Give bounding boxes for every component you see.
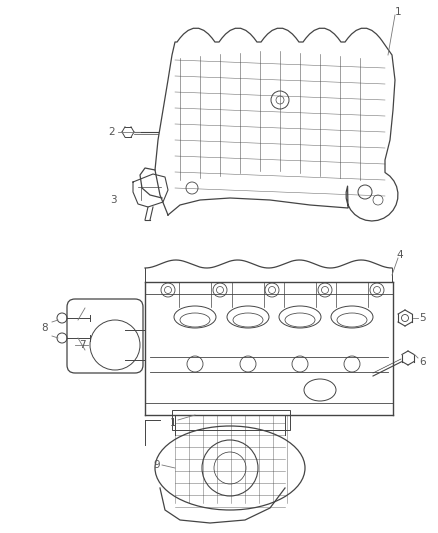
Text: 7: 7 [79, 340, 85, 350]
Text: 5: 5 [420, 313, 426, 323]
Text: 8: 8 [42, 323, 48, 333]
Text: 1: 1 [170, 418, 177, 428]
Text: 2: 2 [109, 127, 115, 137]
Text: 6: 6 [420, 357, 426, 367]
Text: 4: 4 [397, 250, 403, 260]
Text: 3: 3 [110, 195, 117, 205]
Text: 9: 9 [154, 460, 160, 470]
Text: 1: 1 [395, 7, 401, 17]
